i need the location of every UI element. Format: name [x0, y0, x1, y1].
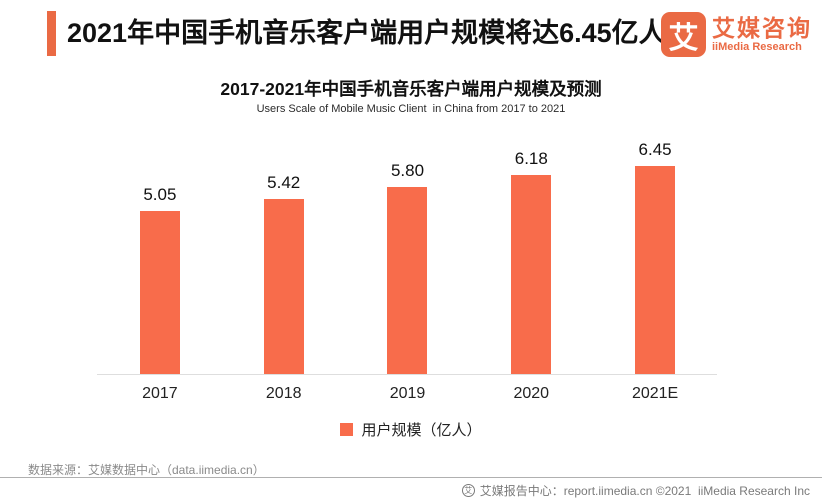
iimedia-logo-icon: 艾 [661, 12, 706, 57]
chart-subtitle: Users Scale of Mobile Music Client in Ch… [256, 103, 566, 115]
bar [511, 175, 552, 374]
data-source-note: 数据来源：艾媒数据中心（data.iimedia.cn） [28, 463, 265, 477]
bars-row: 5.05 5.42 5.80 6.18 6.45 [98, 140, 717, 374]
x-axis-tick-label: 2021E [631, 385, 679, 402]
bar [139, 211, 180, 374]
x-axis-tick-label: 2018 [265, 385, 302, 402]
bar-column-2019: 5.80 [346, 140, 470, 374]
legend-label: 用户规模（亿人） [361, 422, 482, 439]
bar-column-2017: 5.05 [98, 140, 222, 374]
x-axis-tick-label: 2019 [389, 385, 426, 402]
bar [387, 187, 428, 374]
bar-value-label: 5.42 [267, 173, 301, 192]
chart-title: 2017-2021年中国手机音乐客户端用户规模及预测 [220, 79, 602, 99]
logo-name-en: iiMedia Research [712, 41, 802, 53]
bar-column-2020: 6.18 [469, 140, 593, 374]
bar-chart: 5.05 5.42 5.80 6.18 6.45 [98, 140, 717, 374]
chart-legend: 用户规模（亿人） [0, 419, 822, 440]
accent-bar [47, 11, 56, 56]
footer-divider [0, 477, 822, 478]
legend-swatch [340, 423, 354, 436]
globe-icon: 艾 [461, 484, 475, 497]
x-axis-labels: 2017 2018 2019 2020 2021E [98, 385, 717, 403]
bar [263, 199, 304, 374]
logo-text: 艾媒咨询 iiMedia Research [712, 15, 812, 54]
bar-column-2021E: 6.45 [593, 140, 717, 374]
footer-report-text: 艾媒报告中心：report.iimedia.cn ©2021 iiMedia R… [479, 484, 810, 498]
x-axis-tick-label: 2020 [513, 385, 550, 402]
bar-value-label: 6.18 [514, 149, 548, 168]
header: 2021年中国手机音乐客户端用户规模将达6.45亿人 艾 艾媒咨询 iiMedi… [0, 0, 822, 66]
bar [635, 166, 676, 374]
x-axis-line [97, 374, 717, 375]
iimedia-logo: 艾 艾媒咨询 iiMedia Research [661, 12, 812, 57]
footer-report-center: 艾 艾媒报告中心：report.iimedia.cn ©2021 iiMedia… [461, 482, 810, 499]
bar-column-2018: 5.42 [222, 140, 346, 374]
bar-value-label: 5.80 [390, 161, 425, 180]
page-title: 2021年中国手机音乐客户端用户规模将达6.45亿人 [67, 18, 666, 48]
x-axis-tick-label: 2017 [142, 385, 178, 402]
logo-name-cn: 艾媒咨询 [712, 15, 812, 41]
bar-value-label: 6.45 [638, 140, 672, 159]
bar-value-label: 5.05 [143, 185, 177, 204]
